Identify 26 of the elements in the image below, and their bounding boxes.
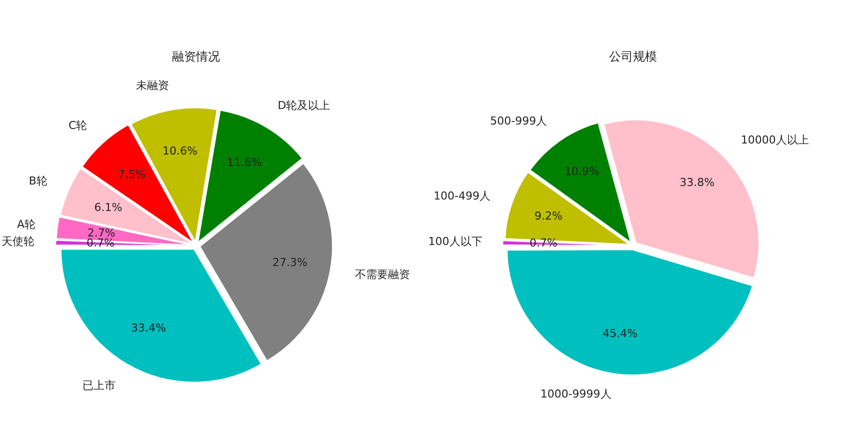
slice-label: D轮及以上 — [278, 98, 330, 112]
slice-label: B轮 — [28, 174, 48, 188]
data-label: 33.8% — [680, 176, 715, 190]
slice-label: 100人以下 — [428, 235, 482, 248]
data-label: 10.6% — [162, 144, 198, 158]
slice-label: C轮 — [68, 118, 88, 132]
chart-title: 公司规模 — [609, 49, 657, 64]
data-label: 33.4% — [131, 321, 166, 334]
slice-label: 未融资 — [136, 79, 169, 92]
data-label: 7.5% — [118, 168, 146, 181]
data-label: 2.7% — [87, 226, 116, 240]
slice-label: 天使轮 — [1, 235, 34, 248]
data-label: 10.9% — [564, 165, 600, 178]
chart-title: 融资情况 — [172, 49, 220, 64]
slice-label: 10000人以上 — [740, 133, 809, 146]
data-label: 27.3% — [272, 256, 308, 269]
data-label: 45.4% — [602, 327, 638, 340]
slice-label: 100-499人 — [434, 189, 491, 202]
slice-label: 不需要融资 — [355, 268, 410, 281]
data-label: 6.1% — [94, 200, 122, 214]
data-label: 11.6% — [226, 156, 262, 170]
slice-label: 1000-9999人 — [540, 388, 612, 401]
slice-label: A轮 — [17, 218, 36, 231]
data-label: 9.2% — [534, 209, 562, 222]
slice-label: 已上市 — [82, 378, 116, 392]
slice-label: 500-999人 — [490, 114, 548, 128]
